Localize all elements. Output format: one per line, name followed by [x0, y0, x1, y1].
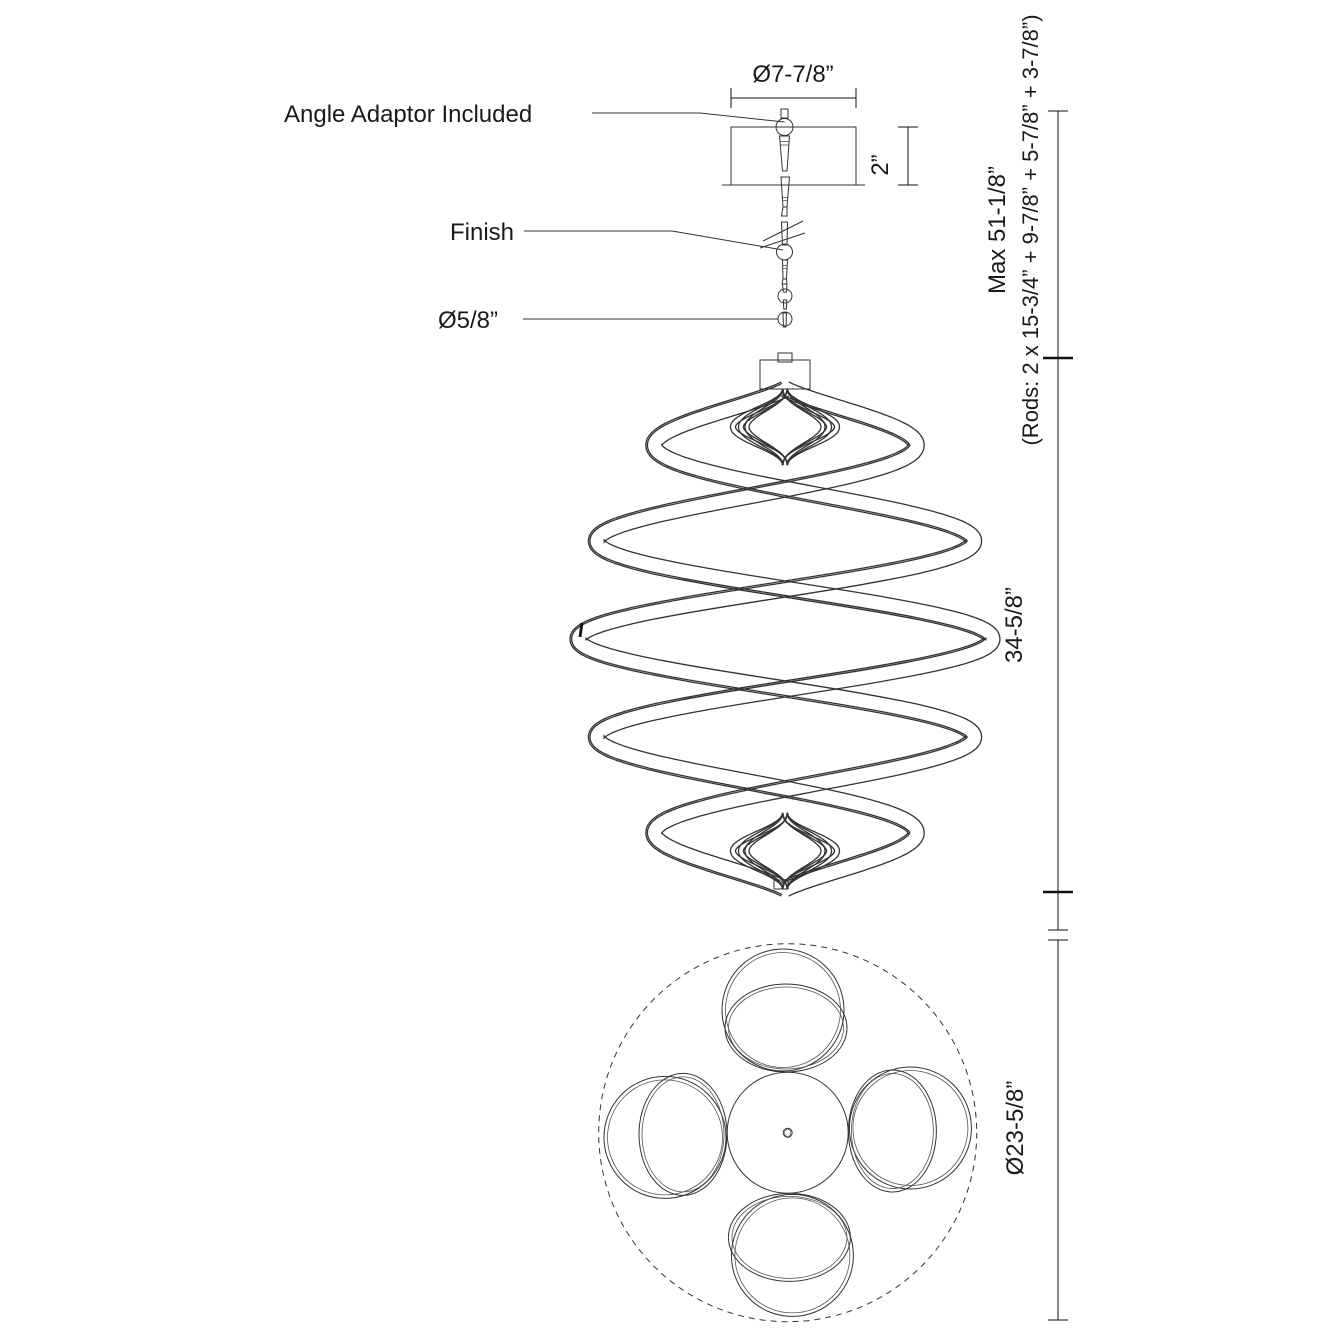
- svg-text:Ø23-5/8”: Ø23-5/8”: [1002, 1081, 1029, 1176]
- svg-text:Ø5/8”: Ø5/8”: [438, 307, 498, 334]
- svg-text:(Rods: 2 x 15-3/4” + 9-7/8” +: (Rods: 2 x 15-3/4” + 9-7/8” + 5-7/8” + 3…: [1018, 14, 1043, 445]
- svg-text:34-5/8”: 34-5/8”: [1001, 587, 1028, 663]
- svg-text:Angle Adaptor Included: Angle Adaptor Included: [284, 101, 532, 128]
- svg-text:Max 51-1/8”: Max 51-1/8”: [984, 166, 1011, 294]
- svg-text:2”: 2”: [867, 154, 894, 175]
- svg-text:Finish: Finish: [450, 219, 514, 246]
- svg-text:Ø7-7/8”: Ø7-7/8”: [752, 61, 833, 88]
